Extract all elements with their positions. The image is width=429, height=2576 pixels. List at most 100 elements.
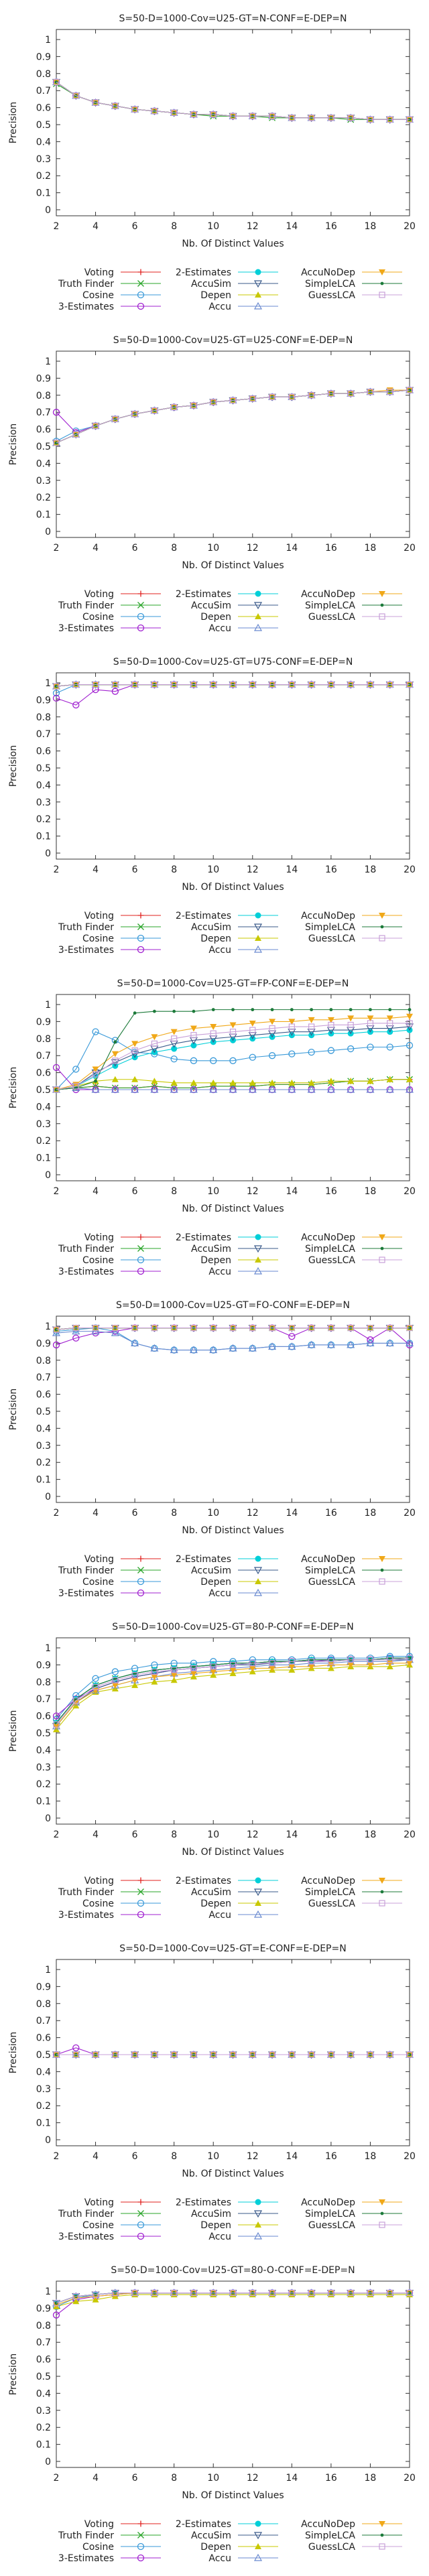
data-point bbox=[229, 1667, 237, 1674]
legend-label: SimpleLCA bbox=[305, 1887, 355, 1898]
x-tick-label: 16 bbox=[325, 221, 337, 232]
data-point bbox=[111, 1085, 119, 1093]
series-truth-finder bbox=[53, 387, 413, 446]
y-tick-label: 0.5 bbox=[36, 1728, 51, 1739]
y-axis-label: Precision bbox=[8, 1067, 19, 1108]
data-point bbox=[406, 387, 413, 393]
y-tick-label: 0.2 bbox=[36, 1458, 51, 1468]
data-point bbox=[131, 1076, 139, 1082]
data-point bbox=[190, 1025, 197, 1032]
legend-label: Cosine bbox=[82, 2542, 114, 2553]
data-point bbox=[131, 1041, 139, 1047]
y-tick-label: 0 bbox=[45, 848, 51, 859]
x-tick-label: 4 bbox=[93, 221, 99, 232]
series-line bbox=[56, 1023, 410, 1090]
y-tick-label: 0.3 bbox=[36, 476, 51, 487]
data-point bbox=[367, 1020, 374, 1027]
data-point bbox=[405, 1339, 414, 1346]
legend-item: Cosine bbox=[82, 1898, 161, 1909]
legend-label: Cosine bbox=[82, 290, 114, 301]
y-tick-label: 0.7 bbox=[36, 729, 51, 740]
legend-marker bbox=[379, 292, 385, 298]
data-point bbox=[112, 2051, 119, 2058]
y-tick-label: 0.2 bbox=[36, 2423, 51, 2433]
y-tick-label: 0.4 bbox=[36, 1423, 51, 1434]
y-tick-label: 1 bbox=[45, 35, 51, 46]
data-point bbox=[269, 2051, 275, 2058]
chart-title: S=50-D=1000-Cov=U25-GT=U25-CONF=E-DEP=N bbox=[113, 335, 353, 346]
chart-panel: S=50-D=1000-Cov=U25-GT=FO-CONF=E-DEP=N 0 0… bbox=[8, 1300, 416, 1599]
x-tick-label: 2 bbox=[54, 543, 60, 554]
legend-item: 3-Estimates bbox=[58, 2553, 161, 2564]
data-point bbox=[229, 397, 237, 404]
data-point bbox=[170, 1677, 178, 1683]
data-point bbox=[52, 694, 60, 702]
series-guesslca bbox=[53, 1324, 413, 1333]
data-point bbox=[328, 2289, 334, 2297]
x-tick-label: 8 bbox=[171, 1829, 177, 1840]
legend-item: Depen bbox=[200, 290, 278, 301]
x-tick-label: 16 bbox=[325, 864, 337, 875]
x-axis-label: Nb. Of Distinct Values bbox=[182, 1525, 284, 1536]
legend-label: SimpleLCA bbox=[305, 2209, 355, 2219]
data-point bbox=[192, 1009, 196, 1013]
legend-label: Voting bbox=[84, 2519, 114, 2530]
legend-item: Voting bbox=[84, 2519, 161, 2530]
x-tick-label: 4 bbox=[93, 1829, 99, 1840]
legend-item: Cosine bbox=[82, 933, 161, 944]
y-tick-label: 0.9 bbox=[36, 52, 51, 62]
data-point bbox=[406, 681, 413, 688]
data-point bbox=[386, 1015, 393, 1022]
data-point bbox=[386, 1076, 393, 1082]
data-point bbox=[347, 681, 354, 688]
data-point bbox=[190, 1032, 197, 1039]
legend-marker bbox=[137, 1567, 144, 1573]
legend-label: AccuNoDep bbox=[301, 1876, 355, 1886]
legend-item: Cosine bbox=[82, 290, 161, 301]
legend-item: AccuSim bbox=[191, 922, 278, 933]
legend-item: Depen bbox=[200, 933, 278, 944]
data-point bbox=[367, 2051, 374, 2058]
legend-item: Cosine bbox=[82, 1255, 161, 1266]
data-point bbox=[406, 1041, 414, 1049]
data-point bbox=[72, 2293, 79, 2300]
legend-item: SimpleLCA bbox=[305, 600, 402, 611]
data-point bbox=[111, 1682, 119, 1689]
y-tick-label: 0.6 bbox=[36, 2033, 51, 2044]
data-point bbox=[229, 1324, 237, 1332]
x-tick-label: 8 bbox=[171, 2473, 177, 2484]
data-point bbox=[269, 681, 275, 688]
data-point bbox=[249, 1660, 256, 1667]
y-tick-label: 0.3 bbox=[36, 1762, 51, 1773]
legend-marker bbox=[253, 2553, 263, 2561]
y-tick-label: 0.5 bbox=[36, 1407, 51, 1417]
legend-marker bbox=[255, 292, 261, 298]
data-point bbox=[189, 1346, 198, 1354]
data-point bbox=[111, 1059, 119, 1067]
data-point bbox=[190, 1665, 197, 1672]
data-point bbox=[112, 103, 119, 109]
x-tick-label: 14 bbox=[286, 221, 298, 232]
data-point bbox=[387, 116, 393, 123]
x-tick-label: 18 bbox=[365, 1829, 377, 1840]
y-axis-label: Precision bbox=[8, 2032, 19, 2073]
legend-label: AccuSim bbox=[191, 2530, 231, 2541]
legend-label: Accu bbox=[208, 945, 231, 956]
legend-marker bbox=[253, 280, 263, 288]
legend-label: 2-Estimates bbox=[176, 2197, 231, 2208]
data-point bbox=[288, 1324, 295, 1332]
x-tick-label: 20 bbox=[404, 2473, 416, 2484]
legend-item: Accu bbox=[208, 1910, 278, 1921]
legend-item: 3-Estimates bbox=[58, 1910, 161, 1921]
y-tick-label: 0.1 bbox=[36, 510, 51, 521]
data-point bbox=[347, 1662, 355, 1669]
data-point bbox=[288, 1658, 295, 1665]
legend-label: AccuNoDep bbox=[301, 2197, 355, 2208]
series-guesslca bbox=[53, 1020, 413, 1093]
data-point bbox=[326, 1340, 335, 1348]
y-axis-label: Precision bbox=[8, 1710, 19, 1752]
data-point bbox=[210, 1079, 217, 1086]
legend-marker bbox=[137, 613, 145, 621]
